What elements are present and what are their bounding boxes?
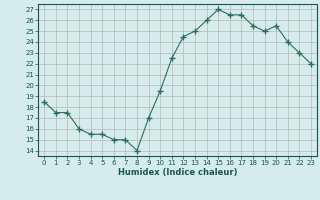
X-axis label: Humidex (Indice chaleur): Humidex (Indice chaleur) <box>118 168 237 177</box>
